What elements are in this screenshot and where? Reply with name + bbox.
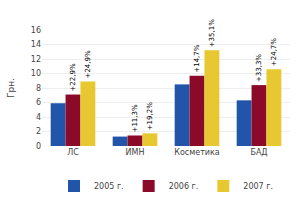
svg-text:0: 0 [36,142,41,151]
svg-text:14: 14 [31,40,41,49]
svg-text:+19,2%: +19,2% [146,102,154,130]
svg-text:+11,3%: +11,3% [131,104,139,132]
svg-text:ЛС: ЛС [67,148,79,157]
svg-text:2006 г.: 2006 г. [169,182,199,191]
svg-text:10: 10 [31,69,41,78]
svg-text:БАД: БАД [250,148,267,157]
svg-text:+33,3%: +33,3% [255,54,263,82]
svg-text:+14,7%: +14,7% [193,44,201,72]
svg-text:2: 2 [36,127,41,136]
svg-text:12: 12 [31,55,41,64]
svg-text:Грн.: Грн. [6,78,16,98]
svg-text:2007 г.: 2007 г. [243,182,273,191]
svg-text:+35,1%: +35,1% [208,19,216,47]
svg-text:2005 г.: 2005 г. [94,182,124,191]
svg-text:+24,7%: +24,7% [270,38,278,66]
svg-text:6: 6 [36,98,41,107]
svg-text:8: 8 [36,84,41,93]
svg-text:ИМН: ИМН [126,148,145,157]
svg-text:4: 4 [36,113,41,122]
svg-text:16: 16 [31,26,41,35]
svg-text:+24,9%: +24,9% [84,50,92,78]
svg-text:+22,9%: +22,9% [69,63,77,91]
svg-text:Косметика: Косметика [174,148,220,157]
